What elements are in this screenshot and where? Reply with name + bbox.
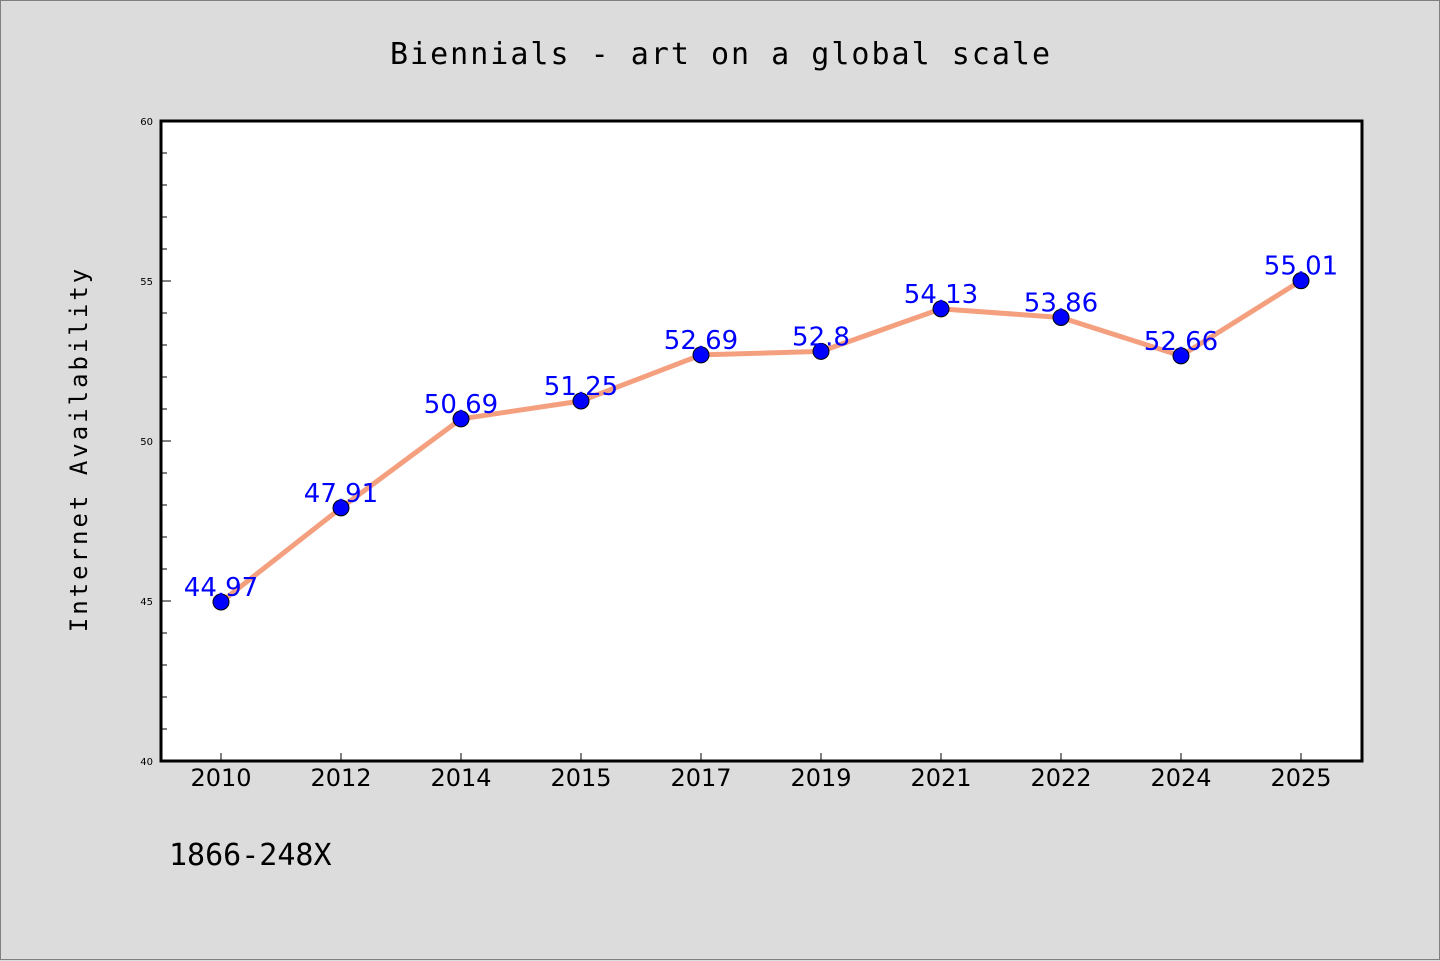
x-tick-label: 2015 <box>550 764 611 792</box>
data-label: 51.25 <box>544 372 618 402</box>
data-label: 53.86 <box>1024 288 1098 318</box>
y-tick-label: 45 <box>140 597 153 608</box>
x-tick-label: 2021 <box>910 764 971 792</box>
data-label: 50.69 <box>424 390 498 420</box>
series-layer <box>212 272 1310 611</box>
data-point <box>452 410 470 428</box>
y-axis: 40 45 50 55 60 <box>140 117 171 768</box>
y-axis-label: Internet Availability <box>65 266 93 632</box>
y-tick-label: 50 <box>140 437 153 448</box>
x-tick-label: 2019 <box>790 764 851 792</box>
series-line <box>218 278 1304 605</box>
x-tick-label: 2012 <box>310 764 371 792</box>
data-label: 47.91 <box>304 479 378 509</box>
data-point <box>1292 272 1310 290</box>
data-label: 55.01 <box>1264 252 1338 282</box>
data-point <box>1172 347 1190 365</box>
y-tick-label: 60 <box>140 117 153 128</box>
data-point <box>332 499 350 517</box>
y-tick-label: 40 <box>140 757 153 768</box>
x-tick-label: 2024 <box>1150 764 1211 792</box>
data-labels: 44.97 47.91 50.69 51.25 52.69 52.8 54.13 53.86 5… <box>184 252 1338 603</box>
data-label: 52.8 <box>792 322 850 352</box>
footer-code: 1866-248X <box>169 838 332 873</box>
y-tick-label: 55 <box>140 277 153 288</box>
data-label: 54.13 <box>904 280 978 310</box>
data-label: 44.97 <box>184 573 258 603</box>
x-tick-label: 2014 <box>430 764 491 792</box>
x-tick-label: 2017 <box>670 764 731 792</box>
x-tick-label: 2010 <box>190 764 251 792</box>
data-point <box>812 342 830 360</box>
data-point <box>692 346 710 364</box>
data-point <box>572 392 590 410</box>
chart-title: Biennials - art on a global scale <box>390 37 1052 72</box>
x-axis: 2010 2012 2014 2015 2017 2019 2021 2022 2024 2025 <box>190 753 1332 792</box>
data-point <box>932 300 950 318</box>
plot-area <box>159 119 1364 763</box>
x-tick-label: 2022 <box>1030 764 1091 792</box>
x-tick-label: 2025 <box>1270 764 1331 792</box>
data-point <box>212 593 230 611</box>
data-point <box>1052 308 1070 326</box>
data-label: 52.66 <box>1144 327 1218 357</box>
data-label: 52.69 <box>664 326 738 356</box>
